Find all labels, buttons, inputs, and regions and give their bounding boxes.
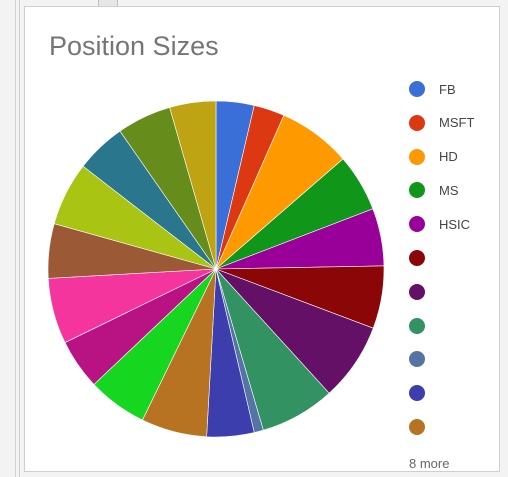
legend-more-link[interactable]: 8 more bbox=[409, 456, 450, 471]
pie-chart[interactable] bbox=[25, 7, 501, 473]
chart-card[interactable]: Position Sizes 8 more FB MSFT HD MS HSIC bbox=[24, 6, 500, 472]
legend-swatch bbox=[409, 419, 425, 435]
legend-item[interactable]: FB bbox=[409, 79, 456, 99]
legend-swatch bbox=[409, 182, 425, 199]
legend-swatch bbox=[409, 114, 425, 131]
legend-item[interactable]: MS bbox=[409, 180, 459, 200]
legend-item[interactable] bbox=[409, 282, 425, 302]
legend-item[interactable] bbox=[409, 349, 425, 369]
grid-line bbox=[19, 0, 20, 477]
legend-swatch bbox=[409, 351, 425, 368]
legend-item[interactable]: MSFT bbox=[409, 113, 474, 133]
legend-swatch bbox=[409, 148, 425, 165]
legend-item[interactable] bbox=[409, 316, 425, 336]
legend-label: MSFT bbox=[439, 115, 475, 131]
legend-swatch bbox=[409, 250, 425, 266]
legend-item[interactable]: HSIC bbox=[409, 214, 470, 234]
legend-item[interactable] bbox=[409, 248, 425, 268]
legend-swatch bbox=[409, 216, 425, 233]
legend-swatch bbox=[409, 283, 425, 300]
legend-item[interactable] bbox=[409, 417, 425, 437]
legend-label: FB bbox=[439, 81, 456, 97]
legend-swatch bbox=[409, 81, 425, 97]
legend-label: MS bbox=[439, 182, 459, 198]
legend-label: HSIC bbox=[439, 216, 471, 232]
chart-title: Position Sizes bbox=[49, 31, 219, 61]
legend-item[interactable] bbox=[409, 383, 425, 403]
legend-item[interactable]: HD bbox=[409, 147, 458, 167]
legend-label: HD bbox=[439, 149, 458, 165]
pie-slice-19[interactable] bbox=[169, 100, 217, 270]
legend-swatch bbox=[409, 385, 425, 402]
legend-swatch bbox=[409, 317, 425, 334]
grid-line bbox=[15, 0, 16, 477]
